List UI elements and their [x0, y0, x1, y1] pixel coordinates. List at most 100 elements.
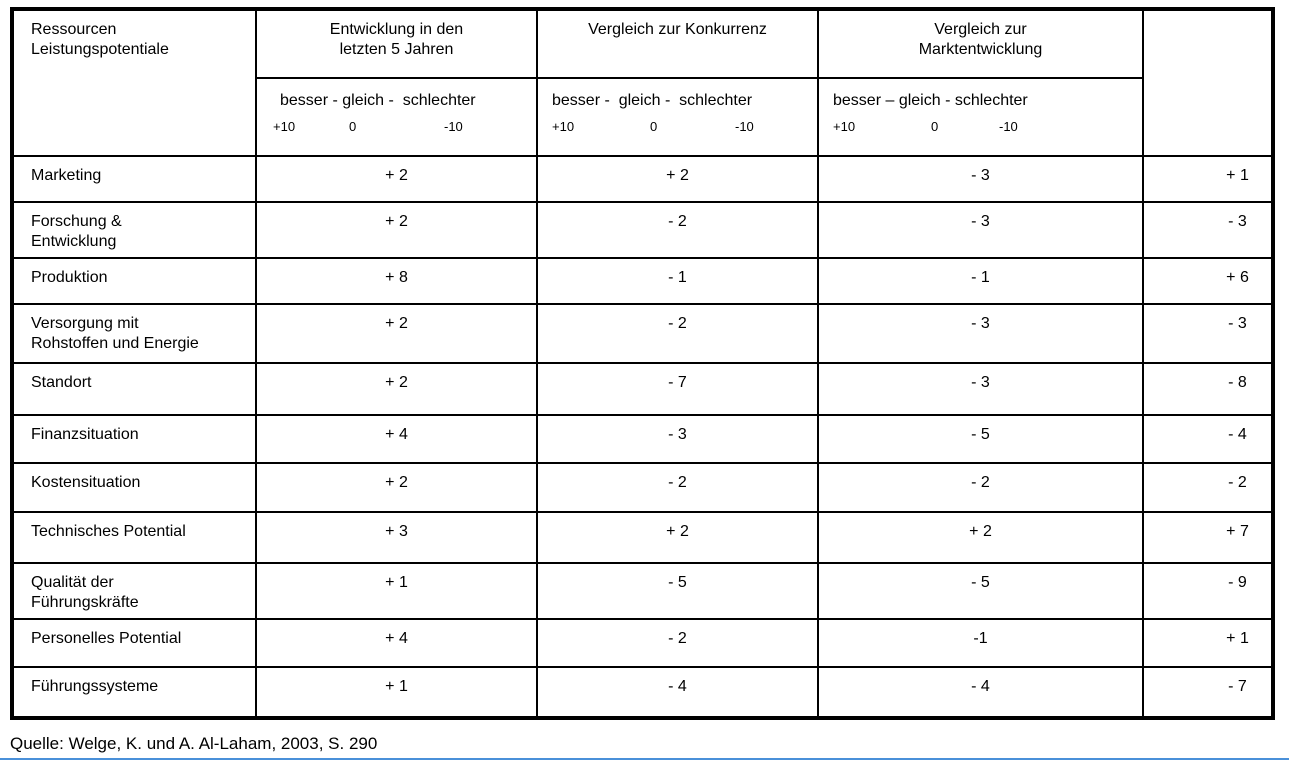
scale-minus: -10	[999, 118, 1018, 134]
source-caption: Quelle: Welge, K. und A. Al-Laham, 2003,…	[10, 734, 378, 753]
value-markt: - 3	[817, 155, 1144, 203]
header-entwicklung-line1: Entwicklung in den	[329, 21, 464, 38]
table-row: Marketing + 2 + 2- 3 + 1	[11, 155, 1274, 203]
value-total: + 7	[1142, 510, 1274, 564]
value-markt: - 4	[817, 665, 1144, 720]
row-label-cell: Personelles Potential	[11, 618, 257, 668]
row-label: Versorgung mit	[31, 314, 139, 332]
scale-words: besser – gleich - schlechter	[833, 91, 1028, 109]
row-label-cell: Finanzsituation	[11, 414, 257, 465]
header-ressourcen-line2: Leistungspotentiale	[31, 41, 169, 58]
value-total: + 6	[1142, 257, 1274, 305]
scale-numbers: +10 0 -10	[538, 117, 817, 137]
value-konkurrenz: - 2	[536, 302, 819, 365]
value-markt: - 3	[817, 362, 1144, 417]
row-label: Kostensituation	[31, 474, 141, 492]
scale-markt: besser – gleich - schlechter +10 0 -10	[817, 76, 1144, 158]
value-konkurrenz: - 2	[536, 462, 819, 513]
value-entwicklung: + 2	[255, 462, 538, 513]
row-label-line2: Entwicklung	[31, 232, 117, 250]
value-markt: -1	[817, 618, 1144, 668]
scale-row: besser - gleich - schlechter +10 0 -10 b…	[12, 76, 1273, 158]
scale-plus: +10	[273, 118, 296, 134]
value-total: + 1	[1142, 155, 1274, 203]
bottom-divider	[0, 758, 1289, 760]
value-markt: - 3	[817, 200, 1144, 260]
header-ressourcen: Ressourcen Leistungspotentiale	[11, 7, 257, 158]
table-row: Führungssysteme + 1- 4- 4- 7	[11, 665, 1274, 720]
table-row: Qualität der Führungskräfte + 1- 5- 5- 9	[11, 561, 1274, 621]
scale-words: besser - gleich - schlechter	[552, 91, 753, 109]
table-row: Personelles Potential + 4- 2 -1 + 1	[11, 618, 1274, 668]
header-entwicklung-line2: letzten 5 Jahren	[339, 41, 454, 58]
row-label: Technisches Potential	[31, 522, 186, 540]
scale-plus: +10	[833, 118, 856, 134]
value-entwicklung: + 4	[255, 618, 538, 668]
table-row: Technisches Potential + 3 + 2 + 2 + 7	[11, 510, 1274, 564]
value-total: - 8	[1142, 362, 1274, 417]
scale-numbers: +10 0 -10	[819, 117, 1142, 137]
scale-plus: +10	[552, 118, 575, 134]
header-konkurrenz: Vergleich zur Konkurrenz	[536, 8, 819, 79]
value-entwicklung: + 3	[255, 510, 538, 564]
value-total: - 3	[1142, 200, 1274, 260]
table-row: Forschung & Entwicklung + 2- 2- 3- 3	[11, 200, 1274, 260]
value-markt: - 3	[817, 302, 1144, 365]
value-entwicklung: + 1	[255, 665, 538, 720]
scale-zero: 0	[349, 118, 357, 134]
table-row: Versorgung mit Rohstoffen und Energie + 2-…	[11, 302, 1274, 365]
value-entwicklung: + 8	[255, 257, 538, 305]
value-konkurrenz: - 2	[536, 618, 819, 668]
row-label-cell: Standort	[11, 362, 257, 417]
row-label-line2: Rohstoffen und Energie	[31, 334, 199, 352]
value-konkurrenz: - 1	[536, 257, 819, 305]
scale-entwicklung: besser - gleich - schlechter +10 0 -10	[255, 76, 538, 158]
row-label: Qualität der	[31, 573, 114, 591]
value-total: - 9	[1142, 561, 1274, 621]
table-row: Standort + 2- 7- 3- 8	[11, 362, 1274, 417]
row-label-cell: Kostensituation	[11, 462, 257, 513]
value-total: - 4	[1142, 414, 1274, 465]
scale-minus: -10	[444, 118, 463, 134]
header-total	[1142, 7, 1274, 158]
row-label-line2: Führungskräfte	[31, 593, 139, 611]
row-label-cell: Qualität der Führungskräfte	[11, 561, 257, 621]
value-entwicklung: + 1	[255, 561, 538, 621]
row-label-cell: Marketing	[11, 155, 257, 203]
value-entwicklung: + 4	[255, 414, 538, 465]
header-konkurrenz-line1: Vergleich zur Konkurrenz	[588, 21, 767, 38]
row-label-cell: Technisches Potential	[11, 510, 257, 564]
row-label: Marketing	[31, 167, 102, 185]
value-konkurrenz: - 4	[536, 665, 819, 720]
value-markt: - 5	[817, 414, 1144, 465]
row-label-cell: Führungssysteme	[11, 665, 257, 720]
header-markt-line2: Marktentwicklung	[918, 41, 1043, 58]
table-row: Kostensituation + 2- 2- 2- 2	[11, 462, 1274, 513]
value-markt: + 2	[817, 510, 1144, 564]
header-entwicklung: Entwicklung in den letzten 5 Jahren	[255, 8, 538, 79]
value-konkurrenz: - 5	[536, 561, 819, 621]
value-konkurrenz: - 2	[536, 200, 819, 260]
row-label: Forschung &	[31, 212, 122, 230]
value-entwicklung: + 2	[255, 302, 538, 365]
value-konkurrenz: + 2	[536, 510, 819, 564]
row-label: Produktion	[31, 269, 108, 287]
value-konkurrenz: + 2	[536, 155, 819, 203]
value-total: - 7	[1142, 665, 1274, 720]
table-body: Ressourcen Leistungspotentiale Entwicklu…	[11, 7, 1274, 720]
value-total: - 3	[1142, 302, 1274, 365]
value-total: + 1	[1142, 618, 1274, 668]
header-row: Ressourcen Leistungspotentiale Entwicklu…	[11, 7, 1274, 158]
value-entwicklung: + 2	[255, 200, 538, 260]
value-markt: - 2	[817, 462, 1144, 513]
row-label-cell: Forschung & Entwicklung	[11, 200, 257, 260]
scale-numbers: +10 0 -10	[257, 117, 536, 137]
row-label: Finanzsituation	[31, 426, 139, 444]
scale-zero: 0	[931, 118, 939, 134]
header-markt: Vergleich zur Marktentwicklung	[817, 8, 1144, 79]
value-entwicklung: + 2	[255, 362, 538, 417]
value-konkurrenz: - 7	[536, 362, 819, 417]
row-label: Standort	[31, 374, 92, 392]
scale-words: besser - gleich - schlechter	[280, 91, 476, 109]
value-markt: - 5	[817, 561, 1144, 621]
